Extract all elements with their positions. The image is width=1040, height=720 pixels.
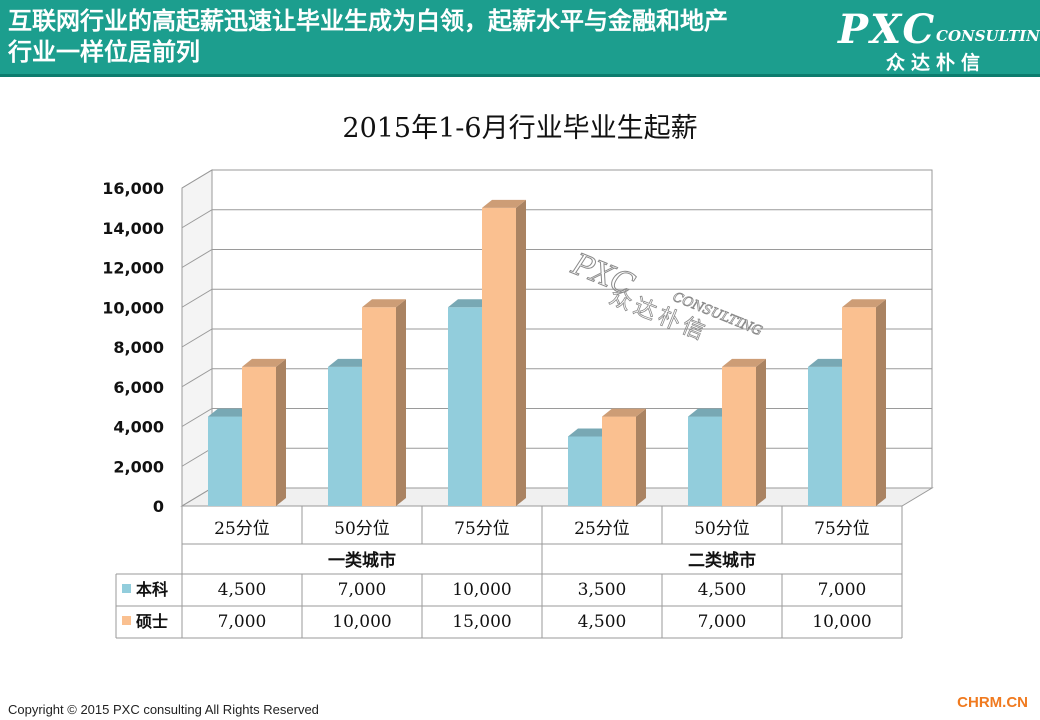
bar-side xyxy=(876,299,886,506)
y-gridline xyxy=(181,288,932,308)
table-value: 15,000 xyxy=(452,612,511,632)
y-gridline xyxy=(181,328,932,348)
table-value: 4,500 xyxy=(218,580,267,600)
page-title: 互联网行业的高起薪迅速让毕业生成为白领，起薪水平与金融和地产 行业一样位居前列 xyxy=(8,6,838,68)
bar-front xyxy=(448,307,482,506)
bar-side xyxy=(756,358,766,506)
bar-top xyxy=(688,408,732,417)
bar-top xyxy=(842,299,886,308)
bar-top xyxy=(242,358,286,367)
bar-front xyxy=(722,366,756,506)
bar-top xyxy=(568,428,612,437)
copyright-text: Copyright © 2015 PXC consulting All Righ… xyxy=(8,702,319,717)
page-title-line2: 行业一样位居前列 xyxy=(8,38,200,66)
chart-title: 2015年1-6月行业毕业生起薪 xyxy=(342,113,698,144)
bar-front xyxy=(482,207,516,506)
table-value: 10,000 xyxy=(812,612,871,632)
y-gridline xyxy=(181,169,932,189)
logo-consulting-text: CONSULTING xyxy=(936,27,1040,45)
x-category-label: 25分位 xyxy=(574,519,630,539)
bar-top xyxy=(208,408,252,417)
bar-top xyxy=(722,358,766,367)
y-tick-label: 4,000 xyxy=(113,418,164,437)
y-gridline xyxy=(181,368,932,388)
bar-top xyxy=(448,299,492,308)
bar-side xyxy=(636,408,646,506)
table-value: 7,000 xyxy=(818,580,867,600)
bar-side xyxy=(516,199,526,506)
table-value: 7,000 xyxy=(218,612,267,632)
bar-front xyxy=(568,436,602,506)
bar-front xyxy=(688,416,722,506)
table-value: 10,000 xyxy=(452,580,511,600)
y-tick-label: 2,000 xyxy=(113,457,164,476)
bar-top xyxy=(362,299,406,308)
bar-side xyxy=(276,358,286,506)
legend-swatch xyxy=(122,616,131,625)
y-tick-label: 8,000 xyxy=(113,338,164,357)
y-tick-label: 0 xyxy=(153,497,164,516)
bar-front xyxy=(808,366,842,506)
bar-front xyxy=(602,416,636,506)
x-group-label: 一类城市 xyxy=(328,550,396,571)
table-value: 3,500 xyxy=(578,580,627,600)
pxc-logo: PXC CONSULTING 众达朴信 xyxy=(838,6,1040,74)
header-banner: 互联网行业的高起薪迅速让毕业生成为白领，起薪水平与金融和地产 行业一样位居前列 … xyxy=(0,0,1040,77)
table-value: 7,000 xyxy=(338,580,387,600)
legend-label: 本科 xyxy=(136,580,168,599)
table-value: 4,500 xyxy=(698,580,747,600)
bar-front xyxy=(362,307,396,506)
bar-front xyxy=(242,366,276,506)
bar-side xyxy=(396,299,406,506)
y-tick-label: 12,000 xyxy=(102,259,164,278)
bar-top xyxy=(482,199,526,208)
x-category-label: 50分位 xyxy=(334,519,390,539)
bar-top xyxy=(602,408,646,417)
bar-front xyxy=(328,366,362,506)
bar-front xyxy=(842,307,876,506)
page-title-line1: 互联网行业的高起薪迅速让毕业生成为白领，起薪水平与金融和地产 xyxy=(8,7,728,35)
y-tick-label: 10,000 xyxy=(102,298,164,317)
table-value: 7,000 xyxy=(698,612,747,632)
x-category-label: 25分位 xyxy=(214,519,270,539)
logo-cn-text: 众达朴信 xyxy=(886,52,987,74)
bar-front xyxy=(208,416,242,506)
legend-label: 硕士 xyxy=(136,612,168,631)
x-group-label: 二类城市 xyxy=(688,550,756,571)
table-value: 10,000 xyxy=(332,612,391,632)
x-category-label: 75分位 xyxy=(814,519,870,539)
bar-top xyxy=(328,358,372,367)
chrm-brand-text: CHRM.CN xyxy=(957,694,1028,711)
y-gridline xyxy=(181,209,932,229)
y-tick-label: 6,000 xyxy=(113,378,164,397)
y-tick-label: 14,000 xyxy=(102,219,164,238)
logo-pxc-text: PXC xyxy=(838,6,937,53)
legend-swatch xyxy=(122,584,131,593)
x-category-label: 75分位 xyxy=(454,519,510,539)
table-value: 4,500 xyxy=(578,612,627,632)
x-category-label: 50分位 xyxy=(694,519,750,539)
y-gridline xyxy=(181,408,932,427)
bar-top xyxy=(808,358,852,367)
y-gridline xyxy=(181,249,932,268)
y-tick-label: 16,000 xyxy=(102,179,164,198)
